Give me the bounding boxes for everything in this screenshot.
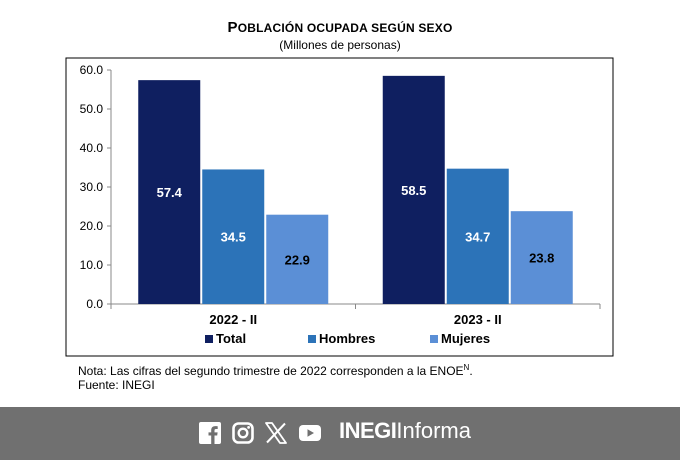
bar-mujeres [510, 211, 573, 304]
y-tick-label: 10.0 [80, 258, 104, 272]
legend-swatch-mujeres [430, 335, 438, 343]
y-tick-label: 60.0 [80, 63, 104, 77]
instagram-icon[interactable] [232, 422, 254, 444]
y-tick-label: 0.0 [86, 297, 103, 311]
legend-swatch-hombres [308, 335, 316, 343]
data-label: 22.9 [285, 252, 310, 267]
bar-total [382, 75, 445, 304]
data-label: 34.7 [465, 229, 490, 244]
x-icon[interactable] [265, 422, 287, 444]
data-label: 23.8 [529, 251, 554, 266]
inegi-informa-logo: INEGIInforma [339, 418, 471, 443]
bar-chart: 0.0 10.0 20.0 30.0 40.0 50.0 60.0 57.4 34.5 22.9 2… [65, 57, 614, 357]
chart-note: Nota: Las cifras del segundo trimestre d… [78, 361, 473, 392]
chart-subtitle: (Millones de personas) [279, 38, 401, 52]
legend-label-total: Total [216, 331, 246, 346]
chart-frame [65, 57, 614, 357]
footer-bar: INEGIInforma [0, 407, 680, 460]
youtube-icon[interactable] [298, 422, 322, 444]
bar-mujeres [266, 214, 329, 304]
y-tick-label: 40.0 [80, 141, 104, 155]
bar-total [138, 80, 201, 304]
data-label: 58.5 [401, 183, 426, 198]
legend-label-hombres: Hombres [319, 331, 375, 346]
facebook-icon[interactable] [199, 422, 221, 444]
data-label: 57.4 [157, 185, 183, 200]
y-tick-label: 50.0 [80, 102, 104, 116]
bar-hombres [202, 169, 265, 304]
y-tick-label: 20.0 [80, 219, 104, 233]
legend-label-mujeres: Mujeres [441, 331, 490, 346]
chart-title: POBLACIÓN OCUPADA SEGÚN SEXO [227, 19, 453, 36]
x-category-label: 2022 - II [209, 312, 257, 327]
y-tick-label: 30.0 [80, 180, 104, 194]
source-line: Fuente: INEGI [78, 378, 155, 392]
x-category-label: 2023 - II [454, 312, 502, 327]
note-line: Nota: Las cifras del segundo trimestre d… [78, 363, 473, 378]
bar-hombres [446, 168, 509, 304]
legend-swatch-total [205, 335, 213, 343]
data-label: 34.5 [221, 230, 246, 245]
